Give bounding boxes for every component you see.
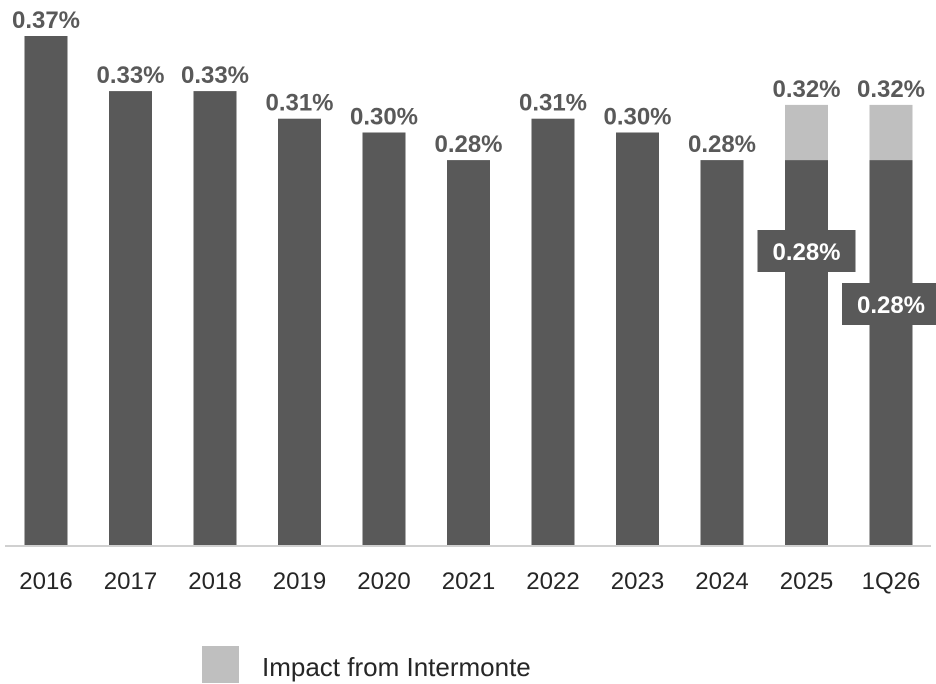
x-tick-2023: 2023 bbox=[611, 568, 664, 595]
total-label-2018: 0.33% bbox=[181, 62, 249, 89]
x-tick-labels: 2016 2017 2018 2019 2020 2021 2022 2023 2024 2025… bbox=[19, 568, 920, 595]
base-label-2025: 0.28% bbox=[772, 239, 840, 266]
bar-base-2022 bbox=[531, 118, 575, 546]
total-label-2024: 0.28% bbox=[688, 131, 756, 158]
bar-base-2019 bbox=[278, 118, 321, 546]
x-tick-2024: 2024 bbox=[695, 568, 748, 595]
total-label-2022: 0.31% bbox=[519, 90, 587, 117]
total-label-2020: 0.30% bbox=[350, 104, 418, 131]
total-label-2017: 0.33% bbox=[96, 62, 164, 89]
x-tick-2018: 2018 bbox=[188, 568, 241, 595]
legend: Impact from Intermonte bbox=[202, 646, 531, 683]
bar-base-1Q26 bbox=[869, 160, 913, 546]
x-tick-2025: 2025 bbox=[780, 568, 833, 595]
bar-base-2021 bbox=[447, 160, 490, 546]
bar-base-2023 bbox=[616, 132, 659, 546]
x-tick-2016: 2016 bbox=[19, 568, 72, 595]
bar-intermonte-2025 bbox=[785, 104, 828, 160]
bar-base-2025 bbox=[785, 160, 828, 546]
bar-base-2017 bbox=[109, 91, 152, 546]
total-label-2021: 0.28% bbox=[434, 131, 502, 158]
bar-base-2016 bbox=[24, 36, 68, 546]
legend-swatch-intermonte bbox=[202, 646, 239, 683]
total-label-1Q26: 0.32% bbox=[857, 76, 925, 103]
x-tick-2022: 2022 bbox=[526, 568, 579, 595]
base-label-box-2025 bbox=[757, 230, 856, 272]
total-label-2016: 0.37% bbox=[12, 7, 80, 34]
total-label-2023: 0.30% bbox=[603, 104, 671, 131]
total-label-2019: 0.31% bbox=[265, 90, 333, 117]
base-label-1Q26: 0.28% bbox=[857, 292, 925, 319]
bar-base-2018 bbox=[193, 91, 237, 546]
bar-base-2020 bbox=[362, 132, 406, 546]
data-labels: 0.37% 0.33% 0.33% 0.31% 0.30% 0.28% 0.31% 0.30%… bbox=[12, 7, 936, 325]
total-label-2025: 0.32% bbox=[772, 76, 840, 103]
legend-label-intermonte: Impact from Intermonte bbox=[262, 652, 531, 682]
x-tick-1Q26: 1Q26 bbox=[862, 568, 921, 595]
x-tick-2020: 2020 bbox=[357, 568, 410, 595]
x-tick-2017: 2017 bbox=[104, 568, 157, 595]
base-label-box-1Q26 bbox=[842, 283, 936, 325]
bar-intermonte-1Q26 bbox=[869, 104, 913, 160]
x-tick-2019: 2019 bbox=[273, 568, 326, 595]
bars-group bbox=[24, 36, 913, 546]
x-tick-2021: 2021 bbox=[442, 568, 495, 595]
bar-base-2024 bbox=[700, 160, 744, 546]
